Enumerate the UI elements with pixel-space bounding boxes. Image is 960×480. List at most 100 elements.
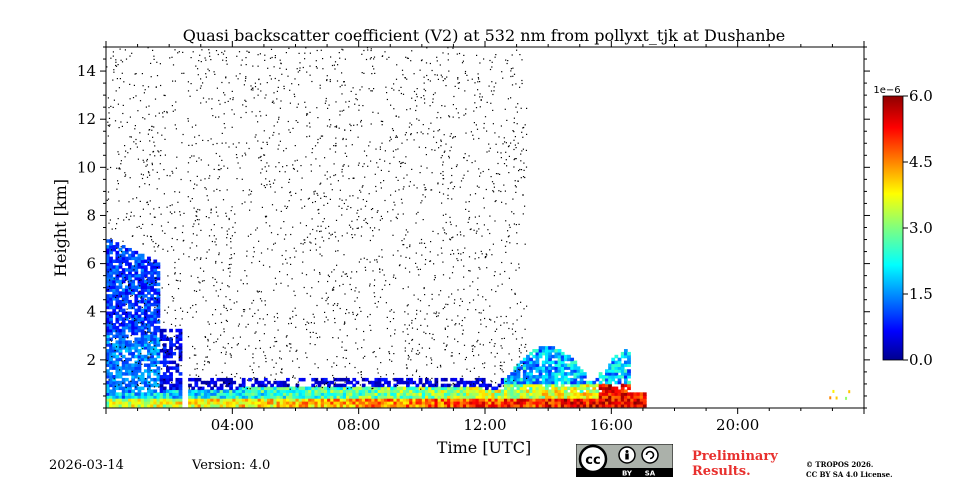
noise-dot — [523, 308, 525, 310]
heatmap-cell — [121, 279, 126, 284]
noise-dot — [141, 73, 143, 75]
heatmap-cell — [194, 395, 199, 399]
heatmap-cell — [598, 383, 603, 388]
heatmap-cell — [390, 389, 395, 393]
noise-dot — [140, 297, 142, 299]
heatmap-cell — [222, 392, 227, 396]
heatmap-cell — [608, 386, 612, 391]
heatmap-cell — [137, 403, 142, 408]
heatmap-cell — [320, 386, 325, 391]
heatmap-cell — [497, 392, 502, 396]
heatmap-cell — [608, 375, 612, 379]
heatmap-cell — [639, 403, 644, 408]
heatmap-cell — [560, 377, 565, 382]
noise-dot — [236, 344, 238, 346]
noise-dot — [147, 47, 149, 49]
noise-dot — [274, 320, 276, 322]
noise-dot — [212, 115, 214, 117]
noise-dot — [404, 347, 406, 349]
heatmap-cell — [124, 299, 129, 304]
noise-dot — [257, 121, 259, 123]
noise-dot — [344, 321, 346, 323]
noise-dot — [191, 155, 193, 157]
noise-dot — [273, 66, 275, 68]
noise-dot — [190, 57, 192, 59]
noise-dot — [498, 190, 500, 192]
noise-dot — [172, 80, 174, 82]
noise-dot — [207, 345, 209, 347]
heatmap-cell — [153, 262, 158, 266]
noise-dot — [332, 310, 334, 312]
noise-dot — [153, 246, 155, 248]
noise-dot — [469, 302, 471, 304]
noise-dot — [489, 318, 491, 320]
heatmap-cell — [519, 380, 524, 385]
heatmap-cell — [368, 401, 372, 405]
noise-dot — [420, 202, 422, 204]
heatmap-cell — [545, 354, 549, 359]
heatmap-cell — [554, 349, 559, 353]
noise-dot — [118, 127, 120, 129]
heatmap-cell — [112, 325, 117, 330]
heatmap-cell — [529, 363, 533, 367]
noise-dot — [187, 81, 189, 83]
noise-dot — [215, 50, 218, 52]
noise-dot — [463, 157, 465, 159]
noise-dot — [473, 355, 475, 357]
noise-dot — [110, 240, 113, 242]
heatmap-cell — [478, 392, 483, 396]
noise-dot — [363, 257, 365, 259]
noise-dot — [325, 227, 327, 229]
noise-dot — [433, 312, 435, 314]
heatmap-cell — [500, 392, 505, 396]
heatmap-cell — [456, 389, 461, 393]
noise-dot — [312, 313, 314, 315]
heatmap-cell — [545, 395, 549, 399]
noise-dot — [286, 335, 288, 337]
noise-dot — [434, 384, 437, 386]
noise-dot — [471, 345, 473, 347]
heatmap-cell — [481, 401, 486, 405]
noise-dot — [485, 188, 487, 191]
noise-dot — [395, 135, 397, 137]
noise-dot — [260, 172, 262, 174]
noise-dot — [182, 240, 184, 242]
noise-dot — [208, 362, 210, 364]
heatmap-cell — [289, 389, 293, 393]
noise-dot — [314, 386, 316, 388]
heatmap-cell — [513, 375, 518, 379]
noise-dot — [107, 168, 109, 170]
noise-dot — [434, 74, 436, 76]
noise-dot — [124, 156, 126, 158]
heatmap-cell — [579, 392, 584, 396]
heatmap-cell — [352, 386, 357, 391]
heatmap-cell — [197, 401, 202, 405]
heatmap-cell — [522, 357, 527, 362]
heatmap-cell — [402, 401, 407, 405]
noise-dot — [229, 267, 231, 269]
noise-dot — [251, 302, 253, 304]
heatmap-cell — [270, 401, 274, 405]
heatmap-cell — [159, 389, 164, 393]
heatmap-cell — [134, 354, 139, 359]
heatmap-cell — [267, 398, 271, 402]
heatmap-cell — [342, 392, 347, 396]
heatmap-cell — [488, 392, 492, 396]
noise-dot — [264, 97, 266, 99]
heatmap-cell — [627, 392, 631, 396]
heatmap-cell — [159, 377, 164, 382]
noise-dot — [288, 323, 290, 325]
heatmap-cell — [143, 334, 148, 339]
noise-dot — [265, 94, 267, 96]
noise-dot — [351, 220, 353, 222]
heatmap-cell — [115, 357, 120, 362]
noise-dot — [234, 231, 236, 234]
noise-dot — [252, 353, 254, 355]
noise-dot — [198, 281, 200, 283]
noise-dot — [494, 330, 496, 332]
noise-dot — [242, 190, 244, 192]
heatmap-cell — [175, 369, 180, 373]
heatmap-cell — [485, 395, 489, 399]
heatmap-cell — [339, 395, 344, 399]
heatmap-cell — [434, 392, 439, 396]
